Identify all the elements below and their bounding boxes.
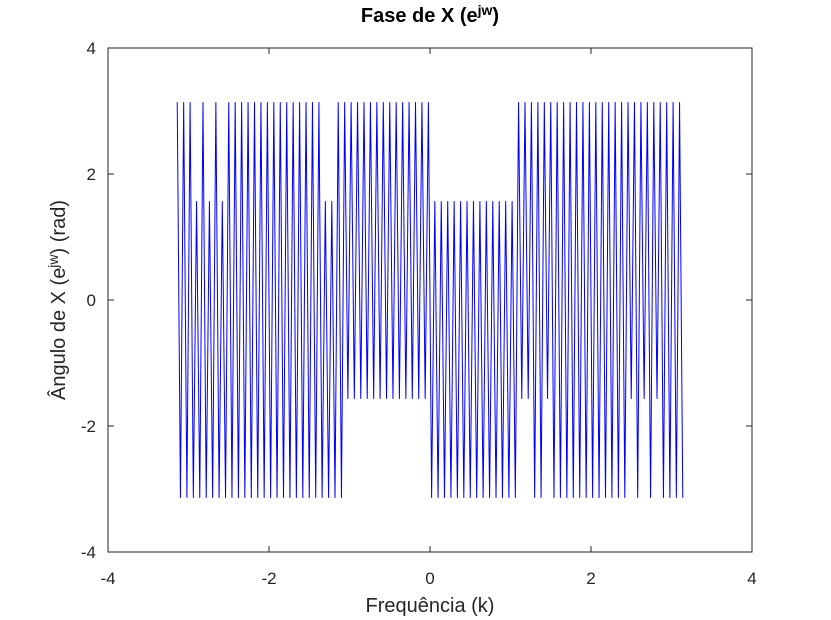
- y-tick-label: 4: [87, 39, 96, 58]
- data-line: [176, 102, 684, 498]
- ylabel-part: ) (rad): [48, 200, 70, 254]
- x-tick-label: -2: [261, 569, 276, 588]
- x-tick-label: 4: [747, 569, 756, 588]
- chart-title: Fase de X (ejw): [361, 2, 499, 27]
- x-axis-label: Frequência (k): [366, 595, 495, 617]
- title-sup: jw: [477, 2, 493, 18]
- x-tick-label: -4: [100, 569, 115, 588]
- y-tick-label: 0: [87, 291, 96, 310]
- y-tick-label: 2: [87, 165, 96, 184]
- y-tick-label: -4: [81, 543, 96, 562]
- x-tick-label: 0: [425, 569, 434, 588]
- ylabel-sup: jw: [45, 254, 61, 269]
- ylabel-part: Ângulo de X (e: [47, 268, 70, 400]
- x-tick-label: 2: [586, 569, 595, 588]
- y-tick-label: -2: [81, 417, 96, 436]
- title-part: Fase de X (e: [361, 5, 478, 27]
- title-part: ): [492, 5, 499, 27]
- y-axis-label: Ângulo de X (ejw) (rad): [45, 200, 70, 400]
